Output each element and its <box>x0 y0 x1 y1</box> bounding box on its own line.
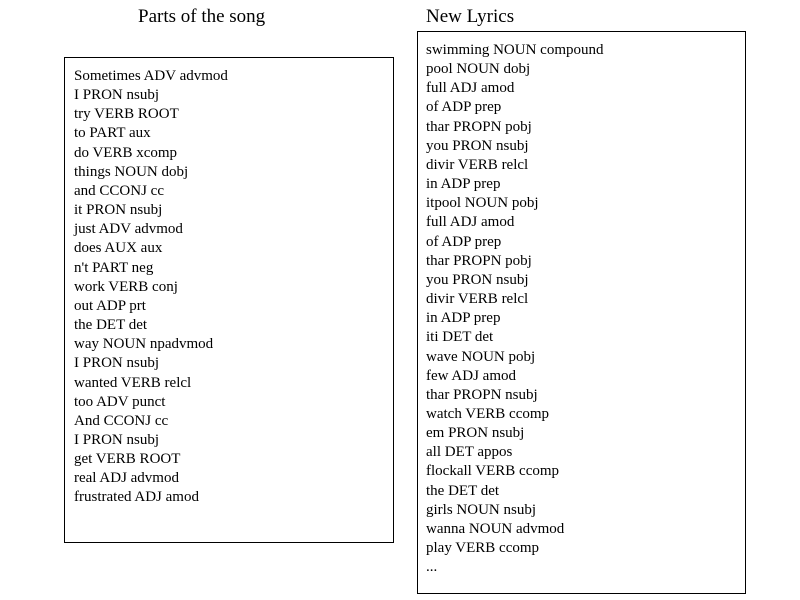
lyric-token-line: all DET appos <box>426 444 513 461</box>
lyric-token-line: full ADJ amod <box>426 80 515 97</box>
lyric-token-line: full ADJ amod <box>426 214 515 231</box>
lyric-token-line: em PRON nsubj <box>426 425 525 442</box>
lyric-token-line: wave NOUN pobj <box>426 348 536 365</box>
song-token-line: I PRON nsubj <box>74 355 160 372</box>
song-token-line: n't PART neg <box>74 259 154 276</box>
lyric-token-line: flockall VERB ccomp <box>426 463 560 480</box>
lyric-token-line: pool NOUN dobj <box>426 61 531 78</box>
lyric-token-line: divir VERB relcl <box>426 291 529 308</box>
lyric-token-line: of ADP prep <box>426 99 502 116</box>
lyric-token-line: iti DET det <box>426 329 494 346</box>
lyric-token-line: thar PROPN pobj <box>426 252 532 269</box>
new-lyrics-text-box: swimming NOUN compound pool NOUN dobj full… <box>417 31 746 594</box>
lyric-token-line: the DET det <box>426 482 500 499</box>
lyric-token-line: itpool NOUN pobj <box>426 195 539 212</box>
song-token-line: get VERB ROOT <box>74 451 181 468</box>
song-token-line: things NOUN dobj <box>74 163 189 180</box>
song-token-line: do VERB xcomp <box>74 144 178 161</box>
song-token-line: wanted VERB relcl <box>74 374 192 391</box>
lyric-token-line: swimming NOUN compound <box>426 42 604 58</box>
song-token-line: way NOUN npadvmod <box>74 336 214 353</box>
song-parts-token-list: Sometimes ADV advmod I PRON nsubj try VERB… <box>74 67 393 508</box>
lyric-token-line: divir VERB relcl <box>426 156 529 173</box>
new-lyrics-token-list: swimming NOUN compound pool NOUN dobj full… <box>426 41 745 577</box>
song-token-line: work VERB conj <box>74 278 178 295</box>
song-token-line: and CCONJ cc <box>74 182 164 199</box>
lyric-token-line: play VERB ccomp <box>426 540 540 557</box>
song-token-line: try VERB ROOT <box>74 106 179 123</box>
lyric-token-line: ... <box>426 559 438 576</box>
lyric-token-line: in ADP prep <box>426 176 501 193</box>
song-token-line: does AUX aux <box>74 240 163 257</box>
song-token-line: I PRON nsubj <box>74 431 160 448</box>
song-token-line: to PART aux <box>74 125 151 142</box>
lyric-token-line: you PRON nsubj <box>426 137 529 154</box>
lyric-token-line: thar PROPN pobj <box>426 118 532 135</box>
new-lyrics-heading: New Lyrics <box>426 6 515 27</box>
song-parts-text-box: Sometimes ADV advmod I PRON nsubj try VERB… <box>64 57 394 543</box>
lyric-token-line: you PRON nsubj <box>426 271 529 288</box>
song-token-line: too ADV punct <box>74 393 166 410</box>
lyric-token-line: watch VERB ccomp <box>426 405 550 422</box>
song-token-line: the DET det <box>74 317 148 334</box>
lyric-token-line: wanna NOUN advmod <box>426 520 565 537</box>
song-token-line: out ADP prt <box>74 297 146 314</box>
song-token-line: just ADV advmod <box>74 221 183 238</box>
song-token-line: real ADJ advmod <box>74 470 179 487</box>
lyric-token-line: of ADP prep <box>426 233 502 250</box>
song-token-line: frustrated ADJ amod <box>74 489 199 506</box>
lyric-token-line: in ADP prep <box>426 310 501 327</box>
lyric-token-line: girls NOUN nsubj <box>426 501 537 518</box>
song-token-line: Sometimes ADV advmod <box>74 68 228 84</box>
parts-of-the-song-heading: Parts of the song <box>138 6 266 27</box>
lyric-token-line: few ADJ amod <box>426 367 516 384</box>
song-token-line: I PRON nsubj <box>74 87 160 104</box>
song-token-line: it PRON nsubj <box>74 202 163 219</box>
lyric-token-line: thar PROPN nsubj <box>426 386 538 403</box>
song-token-line: And CCONJ cc <box>74 412 169 429</box>
